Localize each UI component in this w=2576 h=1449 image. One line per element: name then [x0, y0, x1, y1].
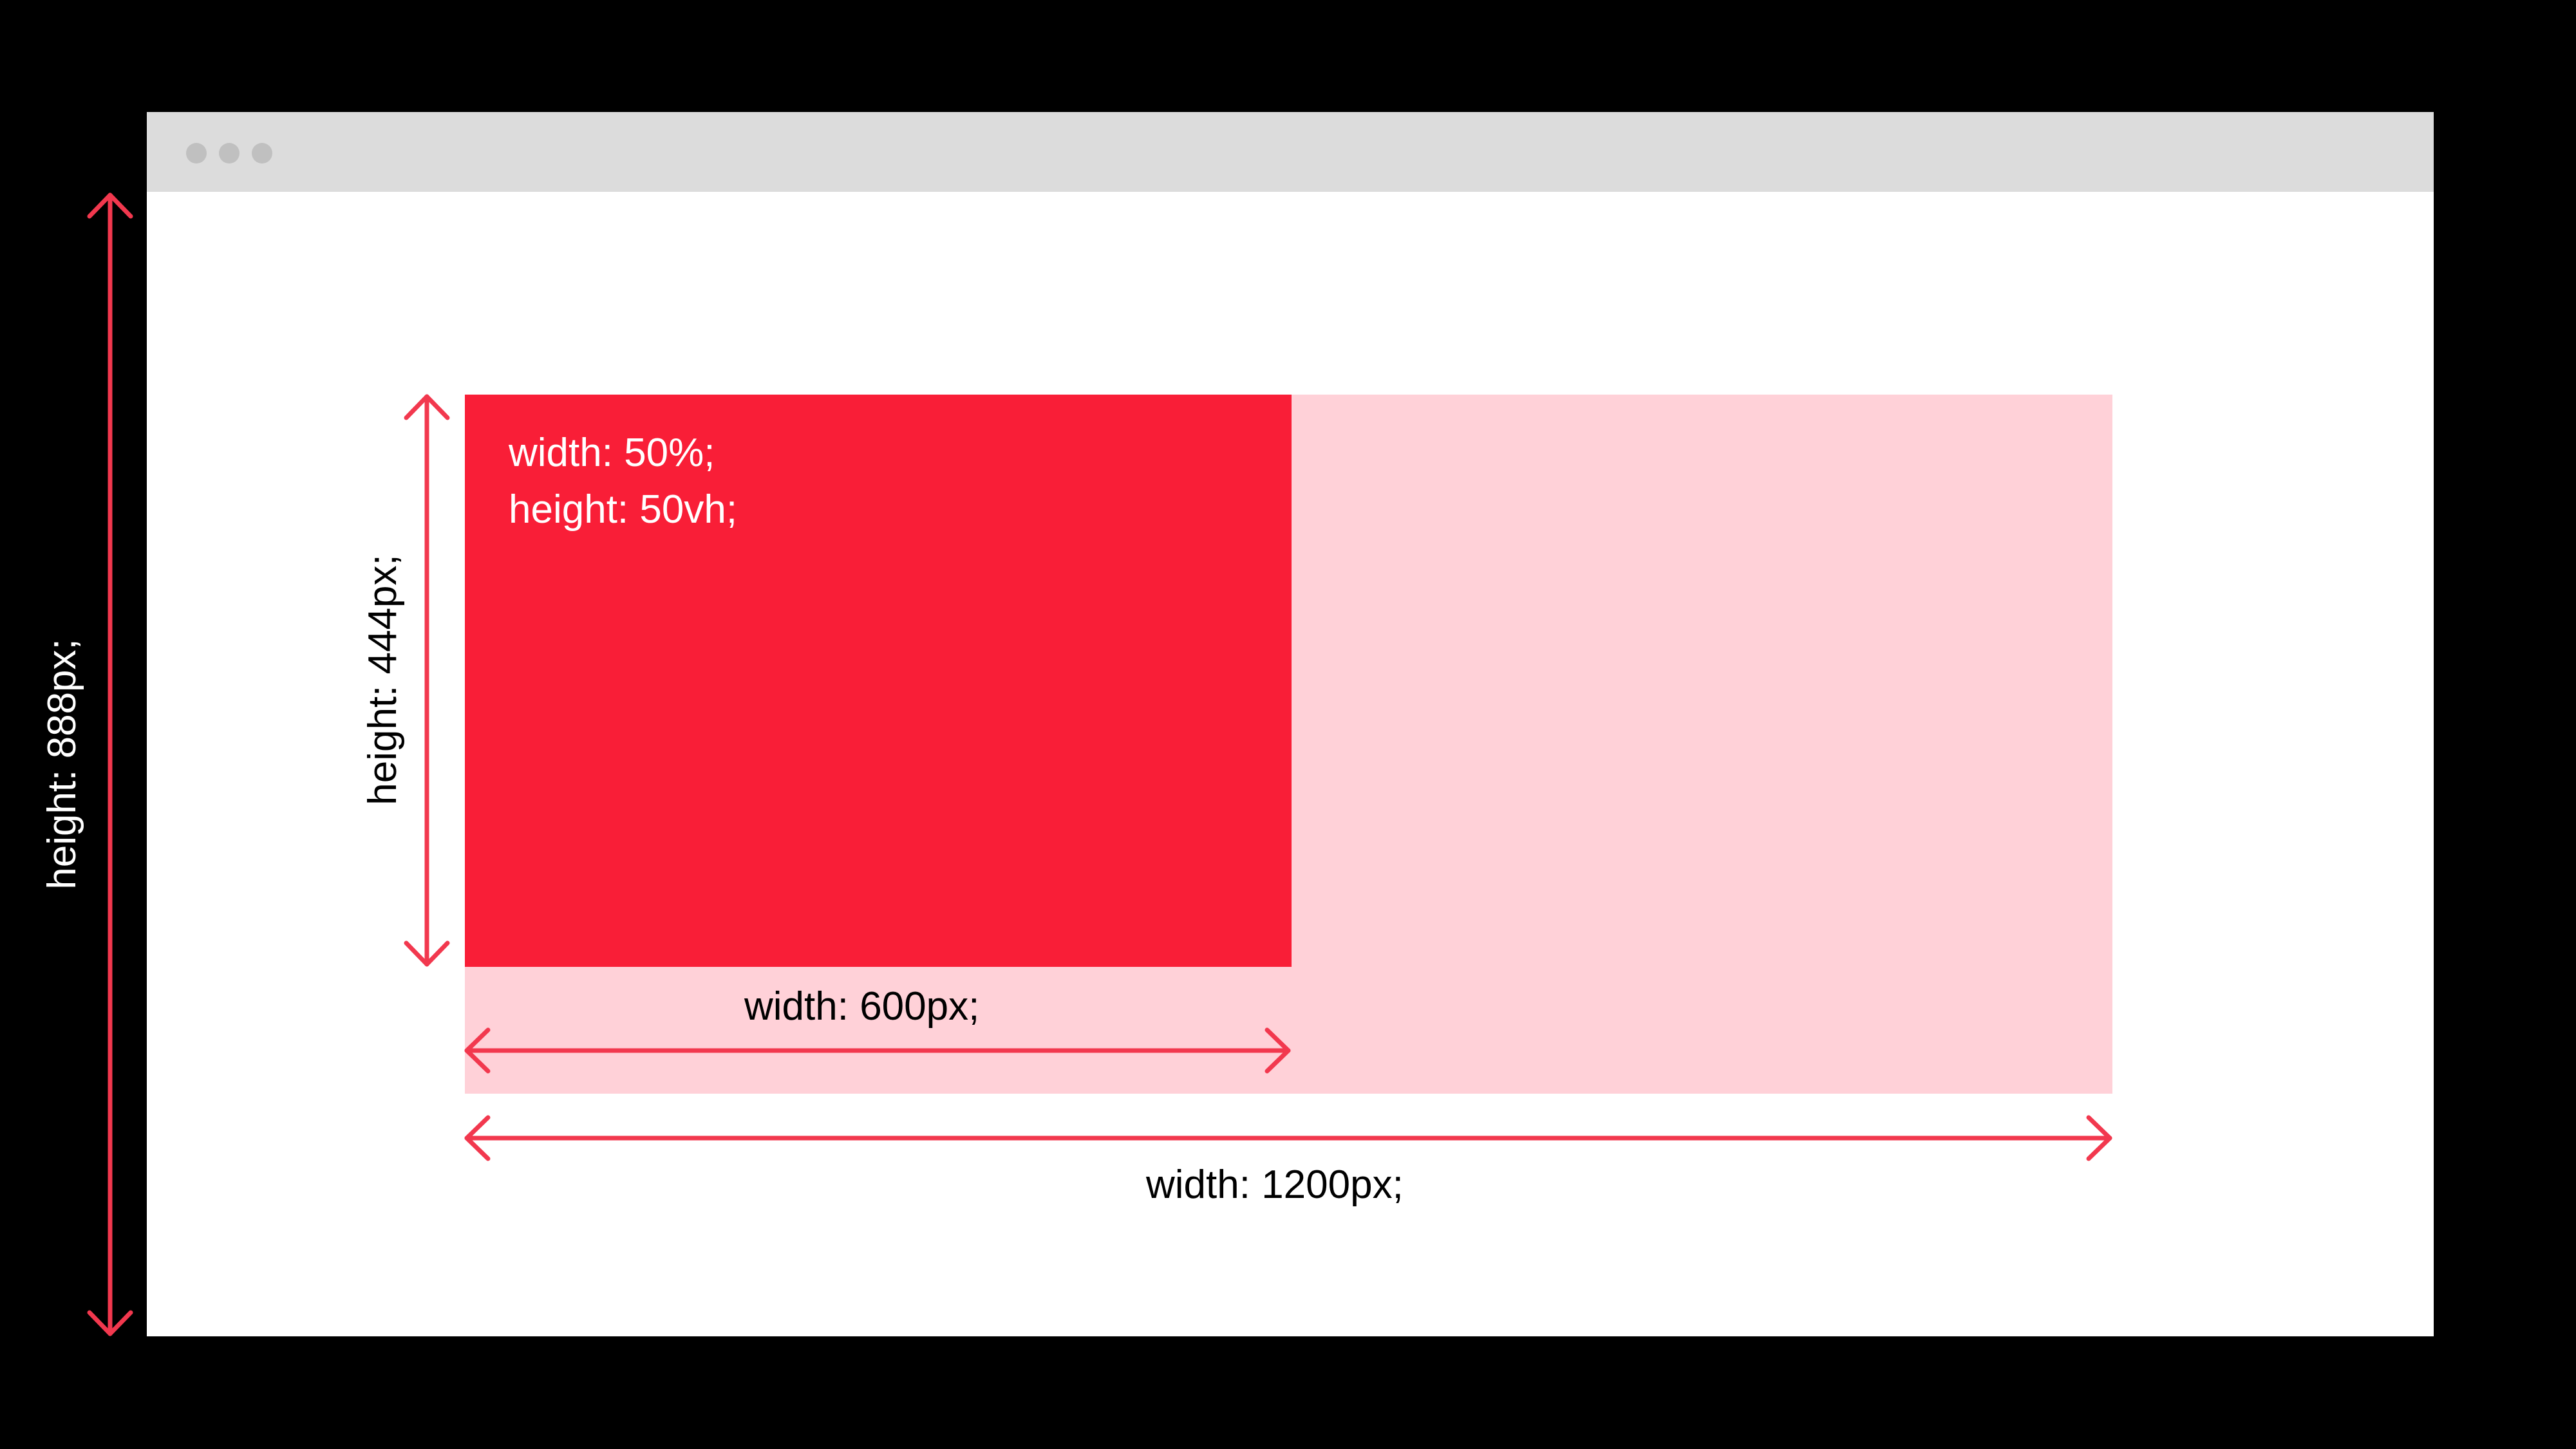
child-width-label: width: 600px;: [744, 984, 980, 1029]
child-width-arrow-icon: [464, 1027, 1291, 1074]
child-box: [465, 395, 1292, 967]
child-box-css-rules: width: 50%; height: 50vh;: [509, 425, 737, 538]
rule-height: height: 50vh;: [509, 487, 738, 532]
parent-width-arrow-icon: [464, 1115, 2112, 1161]
viewport-height-label: height: 888px;: [40, 639, 84, 890]
child-height-arrow-icon: [404, 394, 450, 967]
window-dot-icon: [252, 143, 272, 164]
viewport-height-arrow-icon: [87, 192, 133, 1336]
window-dot-icon: [219, 143, 240, 164]
parent-width-label: width: 1200px;: [1146, 1163, 1404, 1207]
window-dot-icon: [186, 143, 207, 164]
rule-width: width: 50%;: [509, 431, 715, 475]
child-height-label: height: 444px;: [361, 554, 405, 805]
browser-title-bar: [147, 112, 2434, 192]
